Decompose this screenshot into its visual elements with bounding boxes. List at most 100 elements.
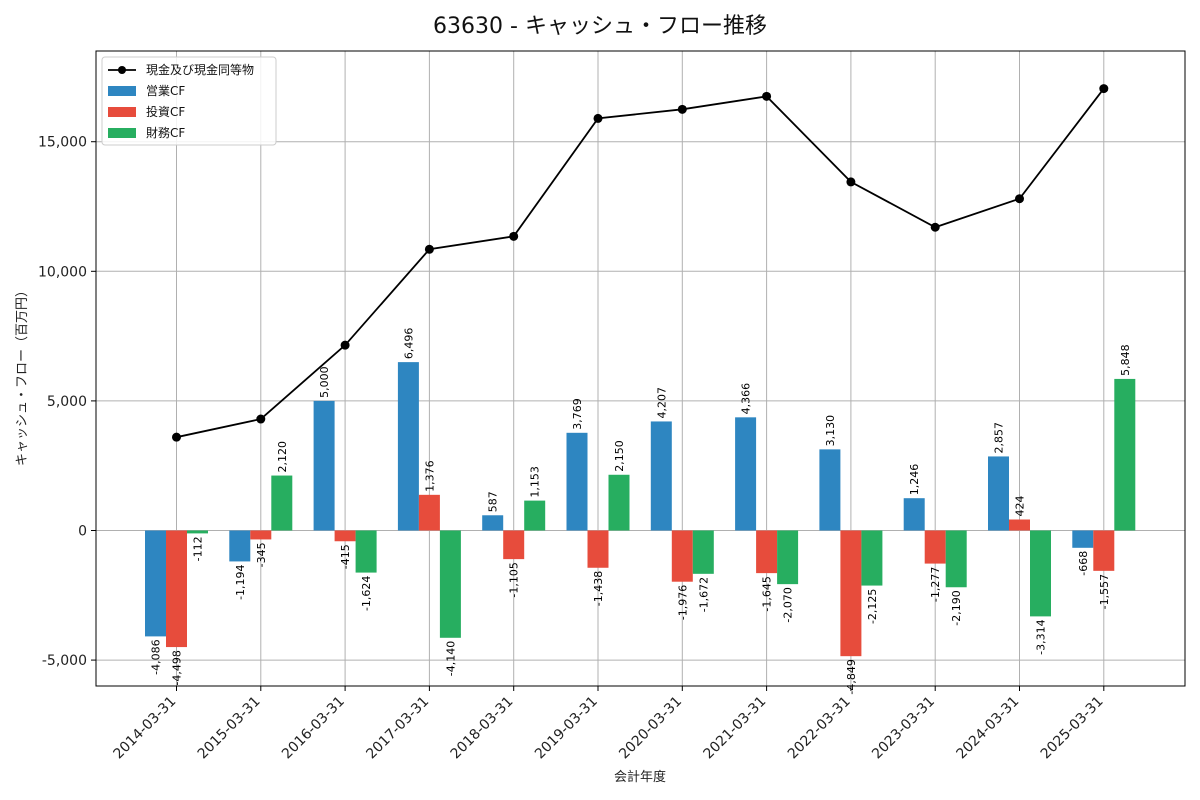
bar-s1-5 (587, 530, 609, 568)
bar-s1-9 (924, 530, 946, 564)
y-tick-label-0: -5,000 (42, 653, 87, 669)
x-tick-label-2: 2016-03-31 (279, 694, 348, 763)
value-label-s2-3: -4,140 (444, 641, 457, 676)
value-label-s0-4: 587 (487, 491, 500, 512)
bar-s1-10 (1009, 519, 1030, 531)
value-label-s0-2: 5,000 (318, 366, 331, 398)
bar-s0-6 (650, 421, 672, 531)
value-label-s1-11: -1,557 (1098, 574, 1111, 609)
x-tick-label-0: 2014-03-31 (110, 694, 179, 763)
value-label-s2-10: -3,314 (1035, 619, 1048, 654)
x-axis: 2014-03-31 2015-03-31 2016-03-31 2017-03-31… (110, 686, 1107, 763)
x-tick-label-3: 2017-03-31 (363, 694, 432, 763)
bar-s1-0 (166, 530, 187, 648)
bar-s1-1 (250, 530, 272, 540)
value-label-s1-10: 424 (1014, 496, 1027, 517)
value-label-s1-4: -1,105 (508, 562, 521, 597)
cash-point-3 (424, 244, 434, 254)
x-tick-label-7: 2021-03-31 (701, 694, 770, 763)
y-tick-label-4: 15,000 (38, 135, 87, 151)
value-label-s2-11: 5,848 (1119, 344, 1132, 376)
legend-label-1: 営業CF (146, 84, 185, 98)
bar-s1-8 (840, 530, 862, 657)
cash-point-7 (762, 91, 772, 101)
bar-s2-11 (1114, 378, 1136, 531)
y-tick-label-2: 5,000 (47, 394, 87, 410)
bar-s2-3 (439, 530, 461, 638)
value-label-s1-6: -1,976 (676, 585, 689, 620)
chart-title: 63630 - キャッシュ・フロー推移 (433, 14, 767, 39)
value-label-s1-7: -1,645 (761, 576, 774, 611)
cash-point-4 (509, 231, 519, 241)
legend-label-0: 現金及び現金同等物 (146, 62, 254, 77)
legend-swatch-1 (108, 86, 136, 96)
cash-point-8 (846, 177, 856, 187)
bar-s2-0 (187, 530, 208, 534)
x-tick-label-10: 2024-03-31 (953, 694, 1022, 763)
value-label-s1-5: -1,438 (592, 571, 605, 606)
value-label-s0-11: -668 (1077, 551, 1090, 576)
value-label-s2-6: -1,672 (697, 577, 710, 612)
bar-s2-8 (861, 530, 883, 586)
plot-frame (95, 50, 1186, 687)
bar-s0-9 (903, 498, 925, 531)
legend-box (101, 56, 277, 146)
value-label-s2-4: 1,153 (529, 466, 542, 498)
bar-s2-9 (945, 530, 967, 588)
x-tick-label-11: 2025-03-31 (1038, 694, 1107, 763)
legend-label-3: 財務CF (146, 125, 185, 140)
legend-dot-marker (118, 66, 126, 74)
x-tick-label-8: 2022-03-31 (785, 694, 854, 763)
bar-s0-7 (735, 417, 757, 531)
cash-point-11 (1099, 84, 1109, 94)
value-label-s0-5: 3,769 (571, 398, 584, 430)
cash-equivalents-line (176, 88, 1105, 439)
y-tick-label-3: 10,000 (38, 264, 87, 280)
y-axis: -5,000 0 5,000 10,000 15,000 (38, 135, 96, 669)
bar-s0-4 (482, 515, 504, 531)
value-label-s2-1: 2,120 (276, 441, 289, 473)
bar-s1-3 (418, 494, 440, 531)
value-label-s2-0: -112 (192, 536, 205, 561)
legend-swatch-3 (108, 128, 136, 138)
cash-point-6 (677, 104, 687, 114)
value-label-s2-7: -2,070 (782, 587, 795, 622)
bar-s1-2 (334, 530, 356, 542)
value-label-s0-3: 6,496 (402, 328, 415, 360)
bar-s2-7 (777, 530, 799, 585)
y-tick-label-1: 0 (78, 523, 87, 539)
value-label-s0-8: 3,130 (824, 415, 837, 447)
bar-s1-7 (756, 530, 778, 574)
cash-point-10 (1015, 194, 1024, 204)
x-tick-label-5: 2019-03-31 (532, 694, 601, 763)
value-label-s2-9: -2,190 (950, 590, 963, 625)
grid-lines (96, 51, 1185, 686)
value-label-s0-1: -1,194 (234, 564, 247, 599)
bar-s0-1 (229, 530, 251, 562)
value-label-s0-7: 4,366 (740, 383, 753, 415)
bar-s2-5 (608, 474, 630, 531)
value-label-s0-0: -4,086 (150, 639, 163, 674)
value-label-s1-9: -1,277 (929, 567, 942, 602)
bar-s2-2 (355, 530, 377, 573)
bar-s2-4 (524, 500, 546, 531)
value-label-s2-2: -1,624 (360, 576, 373, 611)
bar-s2-10 (1030, 530, 1051, 617)
x-tick-label-6: 2020-03-31 (616, 694, 685, 763)
value-labels-layer: -4,086 -1,194 5,000 6,496 587 3,769 4,207 4,366… (150, 328, 1132, 695)
bar-s1-4 (503, 530, 525, 560)
value-label-s0-6: 4,207 (655, 387, 668, 419)
value-label-s0-9: 1,246 (908, 464, 921, 496)
bar-s1-6 (671, 530, 693, 582)
x-tick-label-4: 2018-03-31 (448, 694, 517, 763)
bar-s0-10 (988, 456, 1009, 531)
bar-s0-0 (145, 530, 166, 637)
cash-point-2 (340, 340, 350, 350)
value-label-s2-8: -2,125 (866, 589, 879, 624)
bar-s2-6 (692, 530, 714, 574)
x-tick-label-9: 2023-03-31 (869, 694, 938, 763)
x-tick-label-1: 2015-03-31 (195, 694, 264, 763)
line-layer (172, 84, 1109, 442)
x-axis-label: 会計年度 (614, 769, 666, 785)
